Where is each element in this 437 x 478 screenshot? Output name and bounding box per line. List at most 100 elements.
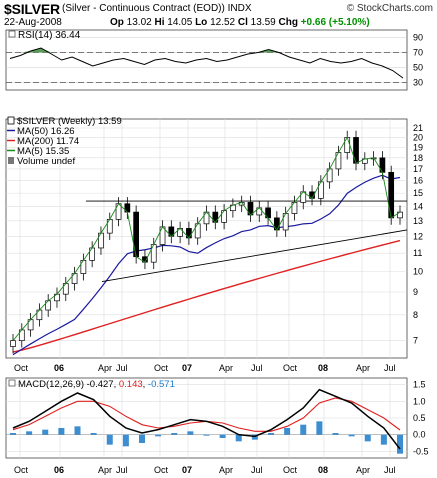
macd-legend-swatch (8, 379, 16, 387)
price-tick-label: 8 (413, 310, 418, 320)
macd-tick-label: 1.0 (413, 396, 426, 406)
price-legend-entry: Volume undef (17, 156, 75, 167)
macd-histogram-bar (58, 428, 65, 435)
rsi-tick-label: 50 (413, 63, 423, 73)
price-tick-label: 13 (413, 216, 423, 226)
macd-histogram-bar (268, 433, 274, 435)
macd-tick-label: 0.5 (413, 413, 426, 423)
low-value: 12.52 (210, 17, 236, 28)
rsi-tick-label: 90 (413, 33, 423, 43)
macd-histogram-bar (397, 434, 403, 454)
price-x-tick-label: Apr (98, 363, 112, 373)
price-tick-label: 15 (413, 188, 423, 198)
macd-x-tick-label: Apr (356, 465, 370, 475)
rsi-tick-label: 30 (413, 78, 423, 88)
change-value: +0.66 (+5.10%) (300, 17, 370, 28)
macd-histogram-bar (106, 434, 113, 445)
macd-histogram-bar (90, 433, 97, 435)
macd-histogram-bar (139, 434, 145, 443)
open-value: 13.02 (126, 17, 152, 28)
macd-tick-label: 1.5 (413, 380, 426, 390)
rsi-title: RSI(14) 36.44 (18, 30, 81, 41)
macd-histogram-value: -0.571 (148, 379, 175, 390)
price-tick-label: 16 (413, 176, 423, 186)
macd-histogram-bar (42, 429, 49, 435)
macd-separator: , (143, 379, 148, 390)
macd-x-tick-label: Jul (116, 465, 128, 475)
macd-histogram-bar (203, 434, 210, 436)
macd-histogram-bar (316, 421, 323, 435)
rsi-line (9, 47, 404, 79)
macd-histogram-bar (26, 431, 33, 435)
price-legend-entry: $SILVER (Weekly) 13.59 (17, 116, 122, 127)
price-x-tick-label: Oct (283, 363, 298, 373)
macd-histogram-bar (332, 433, 339, 435)
macd-histogram-bar (284, 428, 291, 435)
macd-histogram-bar (364, 434, 371, 442)
macd-histogram-bar (348, 434, 355, 437)
macd-histogram-bar (122, 434, 129, 447)
high-label: Hi (154, 17, 165, 28)
brand-label: © StockCharts.com (346, 3, 433, 14)
price-x-tick-label: Oct (154, 363, 169, 373)
symbol-title: $SILVER (4, 1, 60, 17)
macd-histogram-bar (10, 433, 16, 435)
macd-histogram-bar (251, 434, 258, 440)
rsi-tick-label: 70 (413, 48, 423, 58)
price-x-tick-label: Jul (384, 363, 396, 373)
price-tick-label: 10 (413, 267, 423, 277)
price-tick-label: 20 (413, 132, 423, 142)
macd-histogram-bar (219, 434, 226, 438)
price-tick-label: 21 (413, 123, 423, 133)
price-legend-swatch (7, 116, 15, 125)
quote-line: Op 13.02 Hi 14.05 Lo 12.52 Cl 13.59 Chg … (110, 17, 370, 28)
macd-x-tick-label: Apr (98, 465, 112, 475)
macd-x-tick-label: Jul (251, 465, 263, 475)
price-tick-label: 14 (413, 201, 423, 211)
price-x-tick-label: Oct (14, 363, 29, 373)
price-x-tick-label: 06 (54, 363, 64, 373)
macd-histogram-bar (380, 434, 387, 445)
volume-legend-swatch (8, 157, 14, 164)
symbol-description: (Silver - Continuous Contract (EOD)) IND… (62, 3, 252, 14)
macd-title: MACD(12,26,9) -0.427, 0.143, -0.571 (18, 379, 175, 390)
quote-date: 22-Aug-2008 (4, 17, 62, 28)
close-value: 13.59 (250, 17, 276, 28)
price-tick-label: 11 (413, 248, 422, 258)
price-tick-label: 7 (413, 336, 418, 346)
ma50-line (12, 174, 401, 356)
macd-x-tick-label: 08 (318, 465, 328, 475)
rsi-legend-swatch (8, 30, 16, 38)
macd-tick-label: -0.5 (413, 446, 429, 456)
macd-x-tick-label: 07 (182, 465, 192, 475)
price-candle-body (10, 340, 16, 347)
macd-x-tick-label: Jul (384, 465, 396, 475)
price-x-tick-label: Jul (251, 363, 263, 373)
support-trendline (101, 229, 408, 282)
price-x-tick-label: Jul (116, 363, 128, 373)
price-legend-entry: MA(5) 15.35 (17, 146, 69, 157)
low-label: Lo (195, 17, 208, 28)
macd-histogram-bar (300, 424, 307, 435)
macd-x-tick-label: 06 (54, 465, 64, 475)
price-tick-label: 19 (413, 142, 423, 152)
rsi-panel-frame (5, 29, 408, 91)
macd-x-tick-label: Oct (283, 465, 298, 475)
ma200-line (12, 239, 401, 353)
price-x-tick-label: Apr (356, 363, 370, 373)
change-label: Chg (278, 17, 298, 28)
high-value: 14.05 (167, 17, 193, 28)
macd-histogram-bar (171, 433, 178, 435)
macd-value: MACD(12,26,9) -0.427, (18, 379, 119, 390)
macd-line (12, 388, 401, 450)
price-tick-label: 9 (413, 287, 418, 297)
macd-x-tick-label: Apr (219, 465, 233, 475)
ma5-line (12, 136, 401, 341)
macd-histogram-bar (155, 434, 162, 437)
close-label: Cl (237, 17, 248, 28)
macd-histogram-bar (235, 434, 242, 442)
open-label: Op (110, 17, 124, 28)
chart-header: $SILVER (Silver - Continuous Contract (E… (0, 0, 437, 28)
price-legend-entry: MA(50) 16.26 (17, 126, 75, 137)
